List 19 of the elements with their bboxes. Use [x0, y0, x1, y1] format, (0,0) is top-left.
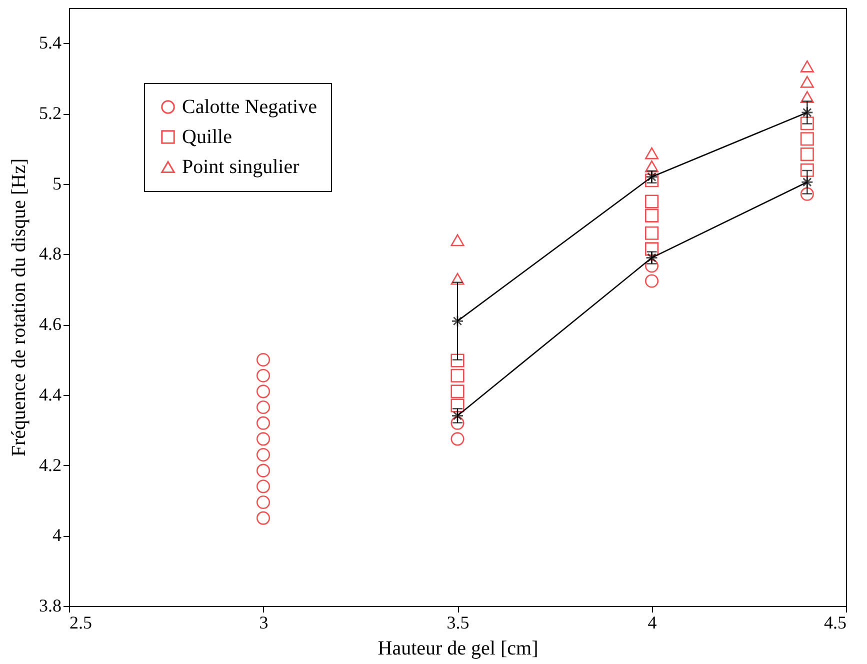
y-tick-label: 4.2 [39, 454, 62, 475]
x-axis-title: Hauteur de gel [cm] [378, 638, 538, 660]
x-tick-label: 4 [648, 612, 657, 632]
x-tick-label: 3 [259, 612, 268, 632]
y-tick-label: 3.8 [39, 596, 62, 616]
legend-label: Calotte Negative [182, 96, 318, 118]
y-tick-label: 5.4 [39, 32, 62, 53]
y-tick-label: 4.4 [39, 384, 62, 404]
x-tick-label: 2.5 [70, 612, 92, 632]
y-tick-label: 4.6 [39, 314, 62, 334]
legend-label: Point singulier [182, 156, 300, 178]
y-tick-label: 4 [52, 525, 62, 546]
y-tick-label: 4.8 [39, 244, 62, 264]
y-axis-title: Fréquence de rotation du disque [Hz] [8, 158, 30, 457]
legend-label: Quille [182, 126, 232, 148]
x-tick-label: 3.5 [446, 612, 470, 632]
y-tick-label: 5.2 [39, 103, 62, 124]
x-tick-label: 4.5 [824, 612, 846, 632]
y-tick-label: 5 [52, 173, 62, 194]
